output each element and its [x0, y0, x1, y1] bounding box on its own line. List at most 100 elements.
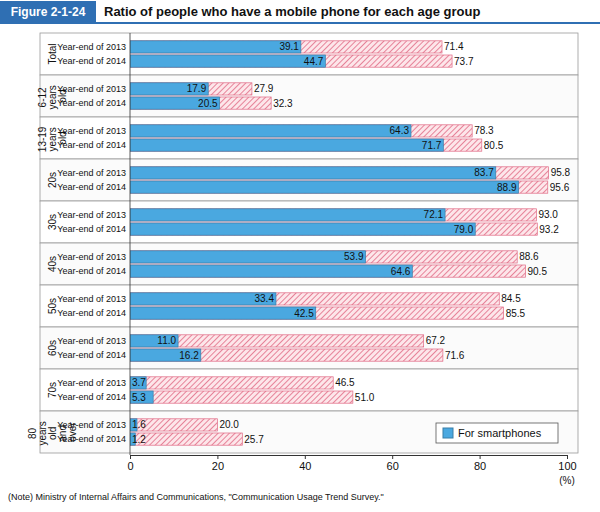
data-label: 39.1	[279, 41, 299, 52]
data-label: 16.2	[179, 350, 199, 361]
data-label: 32.3	[273, 98, 293, 109]
bar	[130, 223, 537, 235]
tick: 20	[212, 455, 224, 472]
bar	[130, 181, 518, 193]
tick-mark	[392, 455, 393, 459]
category-label: Year-end of 2013	[57, 420, 126, 430]
group-label: Total	[47, 43, 58, 64]
group-label: 40s	[47, 256, 58, 272]
tick: 40	[299, 455, 311, 472]
legend-box	[436, 423, 558, 443]
bar	[130, 41, 301, 53]
bar	[130, 97, 220, 109]
group-box	[40, 411, 578, 453]
legend-label: For smartphones	[458, 427, 542, 439]
bar	[130, 97, 271, 109]
category-label: Year-end of 2013	[57, 42, 126, 52]
axis-line	[131, 456, 568, 460]
bar	[130, 209, 445, 221]
data-label: 46.5	[335, 377, 355, 388]
bar	[130, 265, 525, 277]
group-box	[40, 117, 578, 159]
group-box	[40, 33, 578, 75]
tick-label: 0	[127, 460, 133, 472]
data-label: 80.5	[484, 140, 504, 151]
x-axis: 0 20 40 60 80 100	[127, 455, 576, 472]
data-label: 78.3	[474, 125, 494, 136]
category-label: Year-end of 2013	[57, 84, 126, 94]
category-label: Year-end of 2013	[57, 210, 126, 220]
data-label: 25.7	[244, 434, 264, 445]
data-label: 53.9	[344, 251, 364, 262]
group-box	[40, 159, 578, 201]
data-label: 71.6	[445, 350, 465, 361]
bar	[130, 167, 549, 179]
data-label: 79.0	[454, 224, 474, 235]
data-label: 88.9	[497, 182, 517, 193]
chart: Figure 2-1-24Ratio of people who have a …	[0, 0, 600, 512]
tick-label: 100	[558, 460, 576, 472]
bar	[130, 125, 411, 137]
bar	[130, 83, 208, 95]
header-rule	[0, 22, 600, 24]
group-box	[40, 201, 578, 243]
bar	[130, 335, 424, 347]
group-label-line: 50s	[47, 298, 58, 314]
data-label: 71.7	[422, 140, 442, 151]
data-label: 72.1	[424, 209, 444, 220]
bar	[130, 335, 178, 347]
data-label: 51.0	[355, 392, 375, 403]
category-label: Year-end of 2013	[57, 252, 126, 262]
category-label: Year-end of 2014	[57, 434, 126, 444]
data-label: 90.5	[527, 266, 547, 277]
bar	[130, 223, 475, 235]
group-label: 60s	[47, 340, 58, 356]
tick-mark	[480, 455, 481, 459]
bar	[130, 349, 443, 361]
bar	[130, 167, 496, 179]
category-label: Year-end of 2014	[57, 140, 126, 150]
x-axis-title: (%)	[559, 475, 575, 486]
bar	[130, 181, 548, 193]
data-label: 84.5	[501, 293, 521, 304]
group-box	[40, 243, 578, 285]
bar	[130, 419, 217, 431]
bar	[130, 307, 504, 319]
bar	[130, 125, 472, 137]
group-box	[40, 369, 578, 411]
category-label: Year-end of 2014	[57, 56, 126, 66]
tick-label: 80	[474, 460, 486, 472]
data-label: 1.6	[132, 419, 146, 430]
category-label: Year-end of 2013	[57, 336, 126, 346]
data-label: 42.5	[294, 308, 314, 319]
bar	[130, 307, 316, 319]
zero-line	[130, 33, 131, 455]
category-label: Year-end of 2014	[57, 224, 126, 234]
bar	[130, 41, 442, 53]
tick-mark	[567, 455, 568, 459]
tick: 60	[387, 455, 399, 472]
category-label: Year-end of 2014	[57, 182, 126, 192]
tick-label: 60	[387, 460, 399, 472]
data-label: 17.9	[187, 83, 207, 94]
category-label: Year-end of 2013	[57, 378, 126, 388]
tick-mark	[130, 455, 131, 459]
group-label: 20s	[47, 172, 58, 188]
group-label: 70s	[47, 382, 58, 398]
group-label-line: 30s	[47, 214, 58, 230]
data-labels: 39.144.717.920.564.371.783.788.972.179.0…	[132, 41, 571, 444]
bar	[130, 83, 252, 95]
group-box	[40, 327, 578, 369]
group-label-line: 20s	[47, 172, 58, 188]
data-label: 95.8	[551, 167, 571, 178]
tick: 0	[127, 455, 133, 472]
category-label: Year-end of 2014	[57, 98, 126, 108]
bar	[130, 391, 153, 403]
category-label: Year-end of 2014	[57, 350, 126, 360]
tick: 100	[558, 455, 576, 472]
tick-mark	[217, 455, 218, 459]
data-label: 95.6	[550, 182, 570, 193]
bar	[130, 391, 353, 403]
bars	[130, 41, 549, 445]
group-box	[40, 285, 578, 327]
